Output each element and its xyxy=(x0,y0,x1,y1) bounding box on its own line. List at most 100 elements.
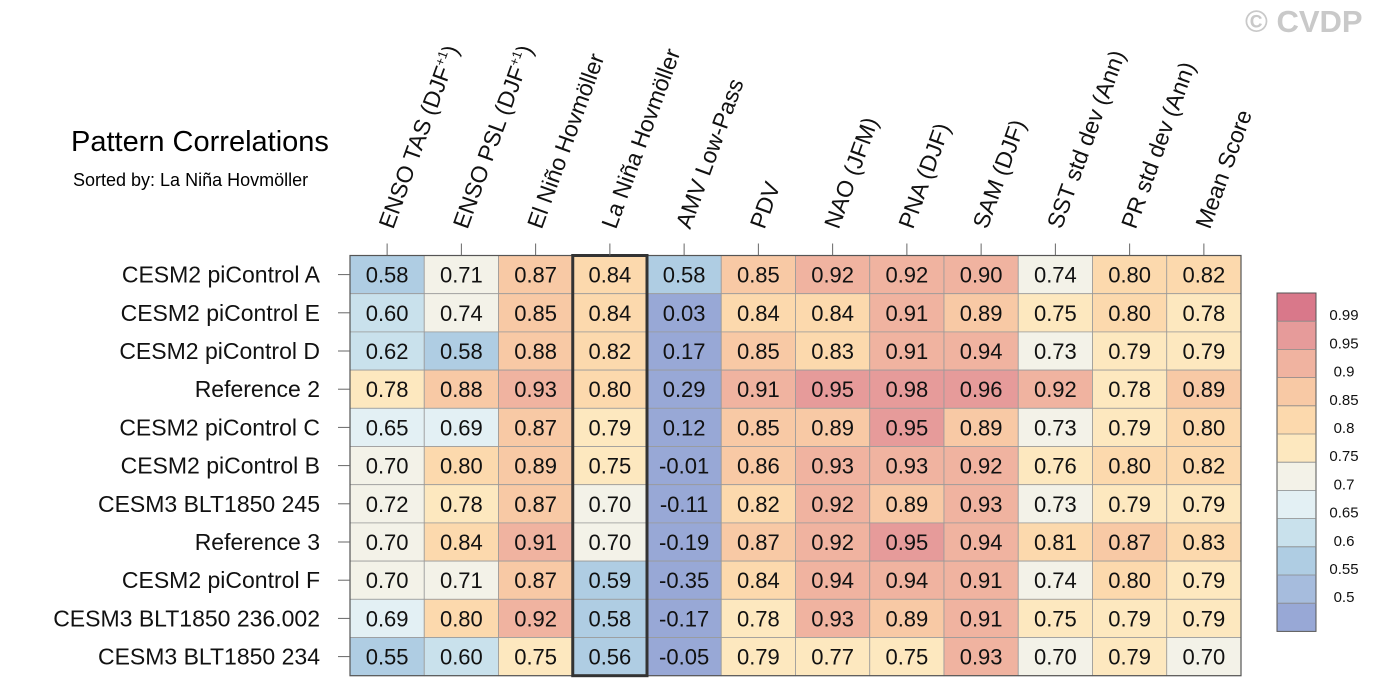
cell-value-label: 0.89 xyxy=(960,415,1003,440)
cell-value-label: 0.94 xyxy=(811,568,854,593)
cell-value-label: 0.94 xyxy=(960,339,1003,364)
cell-value-label: 0.79 xyxy=(1108,606,1151,631)
cell-value-label: 0.55 xyxy=(366,645,409,670)
heatmap-cell xyxy=(572,446,648,486)
cell-value-label: 0.76 xyxy=(1034,454,1077,479)
column-label: PNA (DJF) xyxy=(893,120,955,232)
heatmap-cell xyxy=(943,293,1019,333)
colorbar-swatch xyxy=(1277,321,1316,350)
row-label: Reference 3 xyxy=(195,529,320,555)
heatmap-cell xyxy=(1092,293,1168,333)
heatmap-cell xyxy=(349,369,425,409)
column-label-text: El Niño Hovmöller xyxy=(522,50,609,232)
heatmap-cell xyxy=(869,637,945,677)
cell-value-label: 0.80 xyxy=(440,454,483,479)
colorbar-tick-label: 0.95 xyxy=(1329,335,1358,352)
column-label: El Niño Hovmöller xyxy=(522,50,609,232)
cell-value-label: 0.83 xyxy=(811,339,854,364)
cell-value-label: 0.92 xyxy=(960,454,1003,479)
row-label: Reference 2 xyxy=(195,376,320,402)
cell-value-label: 0.84 xyxy=(440,530,483,555)
column-label-superscript: +1 xyxy=(432,49,451,68)
cell-value-label: 0.92 xyxy=(811,492,854,517)
heatmap-cell xyxy=(646,407,722,447)
cell-value-label: 0.69 xyxy=(440,415,483,440)
heatmap-cell xyxy=(646,598,722,638)
cell-value-label: 0.95 xyxy=(885,415,928,440)
heatmap-cell xyxy=(720,331,796,371)
heatmap-cells: 0.58 0.71 0.87 0.84 0.58 0.85 0.92 0.92 0.90 0.74… xyxy=(349,255,1242,677)
colorbar-tick-label: 0.8 xyxy=(1334,420,1355,437)
heatmap-cell xyxy=(1092,598,1168,638)
cell-value-label: 0.79 xyxy=(1108,492,1151,517)
cell-value-label: 0.75 xyxy=(1034,606,1077,631)
cell-value-label: 0.12 xyxy=(663,415,706,440)
cell-value-label: 0.87 xyxy=(514,492,557,517)
colorbar-tick-label: 0.75 xyxy=(1329,448,1358,465)
cell-value-label: 0.80 xyxy=(1108,568,1151,593)
cell-value-label: -0.19 xyxy=(659,530,709,555)
cell-value-label: 0.93 xyxy=(960,645,1003,670)
colorbar-swatch xyxy=(1277,575,1316,604)
column-label: SAM (DJF) xyxy=(967,116,1030,232)
colorbar-tick-label: 0.7 xyxy=(1334,476,1355,493)
heatmap-cell xyxy=(423,446,499,486)
cell-value-label: 0.58 xyxy=(366,263,409,288)
cell-value-label: 0.74 xyxy=(1034,263,1077,288)
cell-value-label: 0.79 xyxy=(1182,492,1225,517)
heatmap-cell xyxy=(869,560,945,600)
cell-value-label: 0.79 xyxy=(737,645,780,670)
cell-value-label: 0.62 xyxy=(366,339,409,364)
heatmap-cell xyxy=(1017,560,1093,600)
heatmap-cell xyxy=(1166,331,1242,371)
cell-value-label: 0.93 xyxy=(811,606,854,631)
heatmap-cell xyxy=(498,560,574,600)
colorbar-swatch xyxy=(1277,490,1316,519)
heatmap-cell xyxy=(1092,522,1168,562)
cell-value-label: 0.81 xyxy=(1034,530,1077,555)
row-label: CESM3 BLT1850 234 xyxy=(98,644,320,670)
row-label: CESM2 piControl C xyxy=(119,414,320,440)
row-label: CESM2 piControl B xyxy=(121,453,320,479)
cell-value-label: 0.85 xyxy=(514,301,557,326)
column-label: La Niña Hovmöller xyxy=(596,45,685,232)
cell-value-label: 0.78 xyxy=(366,377,409,402)
cell-value-label: 0.74 xyxy=(1034,568,1077,593)
cell-value-label: 0.70 xyxy=(366,568,409,593)
row-label: CESM3 BLT1850 245 xyxy=(98,491,320,517)
cell-value-label: 0.80 xyxy=(1182,415,1225,440)
row-label: CESM2 piControl E xyxy=(121,300,320,326)
heatmap-cell xyxy=(1092,255,1168,295)
heatmap-cell xyxy=(1017,446,1093,486)
cell-value-label: 0.70 xyxy=(366,530,409,555)
cell-value-label: 0.93 xyxy=(514,377,557,402)
heatmap-cell xyxy=(423,598,499,638)
column-label: ENSO TAS (DJF+1) xyxy=(373,42,463,232)
cell-value-label: 0.80 xyxy=(1108,263,1151,288)
column-label: SST std dev (Ann) xyxy=(1042,47,1131,232)
cell-value-label: 0.91 xyxy=(885,339,928,364)
heatmap-cell xyxy=(1017,407,1093,447)
cell-value-label: 0.73 xyxy=(1034,415,1077,440)
colorbar-tick-label: 0.65 xyxy=(1329,505,1358,522)
heatmap-cell xyxy=(646,484,722,524)
cell-value-label: 0.78 xyxy=(1182,301,1225,326)
heatmap-cell xyxy=(349,446,425,486)
heatmap-cell xyxy=(1166,522,1242,562)
cell-value-label: 0.71 xyxy=(440,263,483,288)
heatmap-cell xyxy=(1166,637,1242,677)
heatmap-cell xyxy=(869,255,945,295)
heatmap-cell xyxy=(943,331,1019,371)
heatmap-cell xyxy=(423,484,499,524)
heatmap-cell xyxy=(1166,407,1242,447)
column-label: Mean Score xyxy=(1190,106,1257,231)
colorbar-swatch xyxy=(1277,462,1316,491)
cell-value-label: 0.58 xyxy=(588,606,631,631)
cell-value-label: 0.89 xyxy=(811,415,854,440)
colorbar-swatch xyxy=(1277,293,1316,322)
cell-value-label: 0.87 xyxy=(737,530,780,555)
cell-value-label: -0.35 xyxy=(659,568,709,593)
cell-value-label: 0.91 xyxy=(885,301,928,326)
row-label: CESM2 piControl A xyxy=(122,262,321,288)
cell-value-label: 0.89 xyxy=(514,454,557,479)
